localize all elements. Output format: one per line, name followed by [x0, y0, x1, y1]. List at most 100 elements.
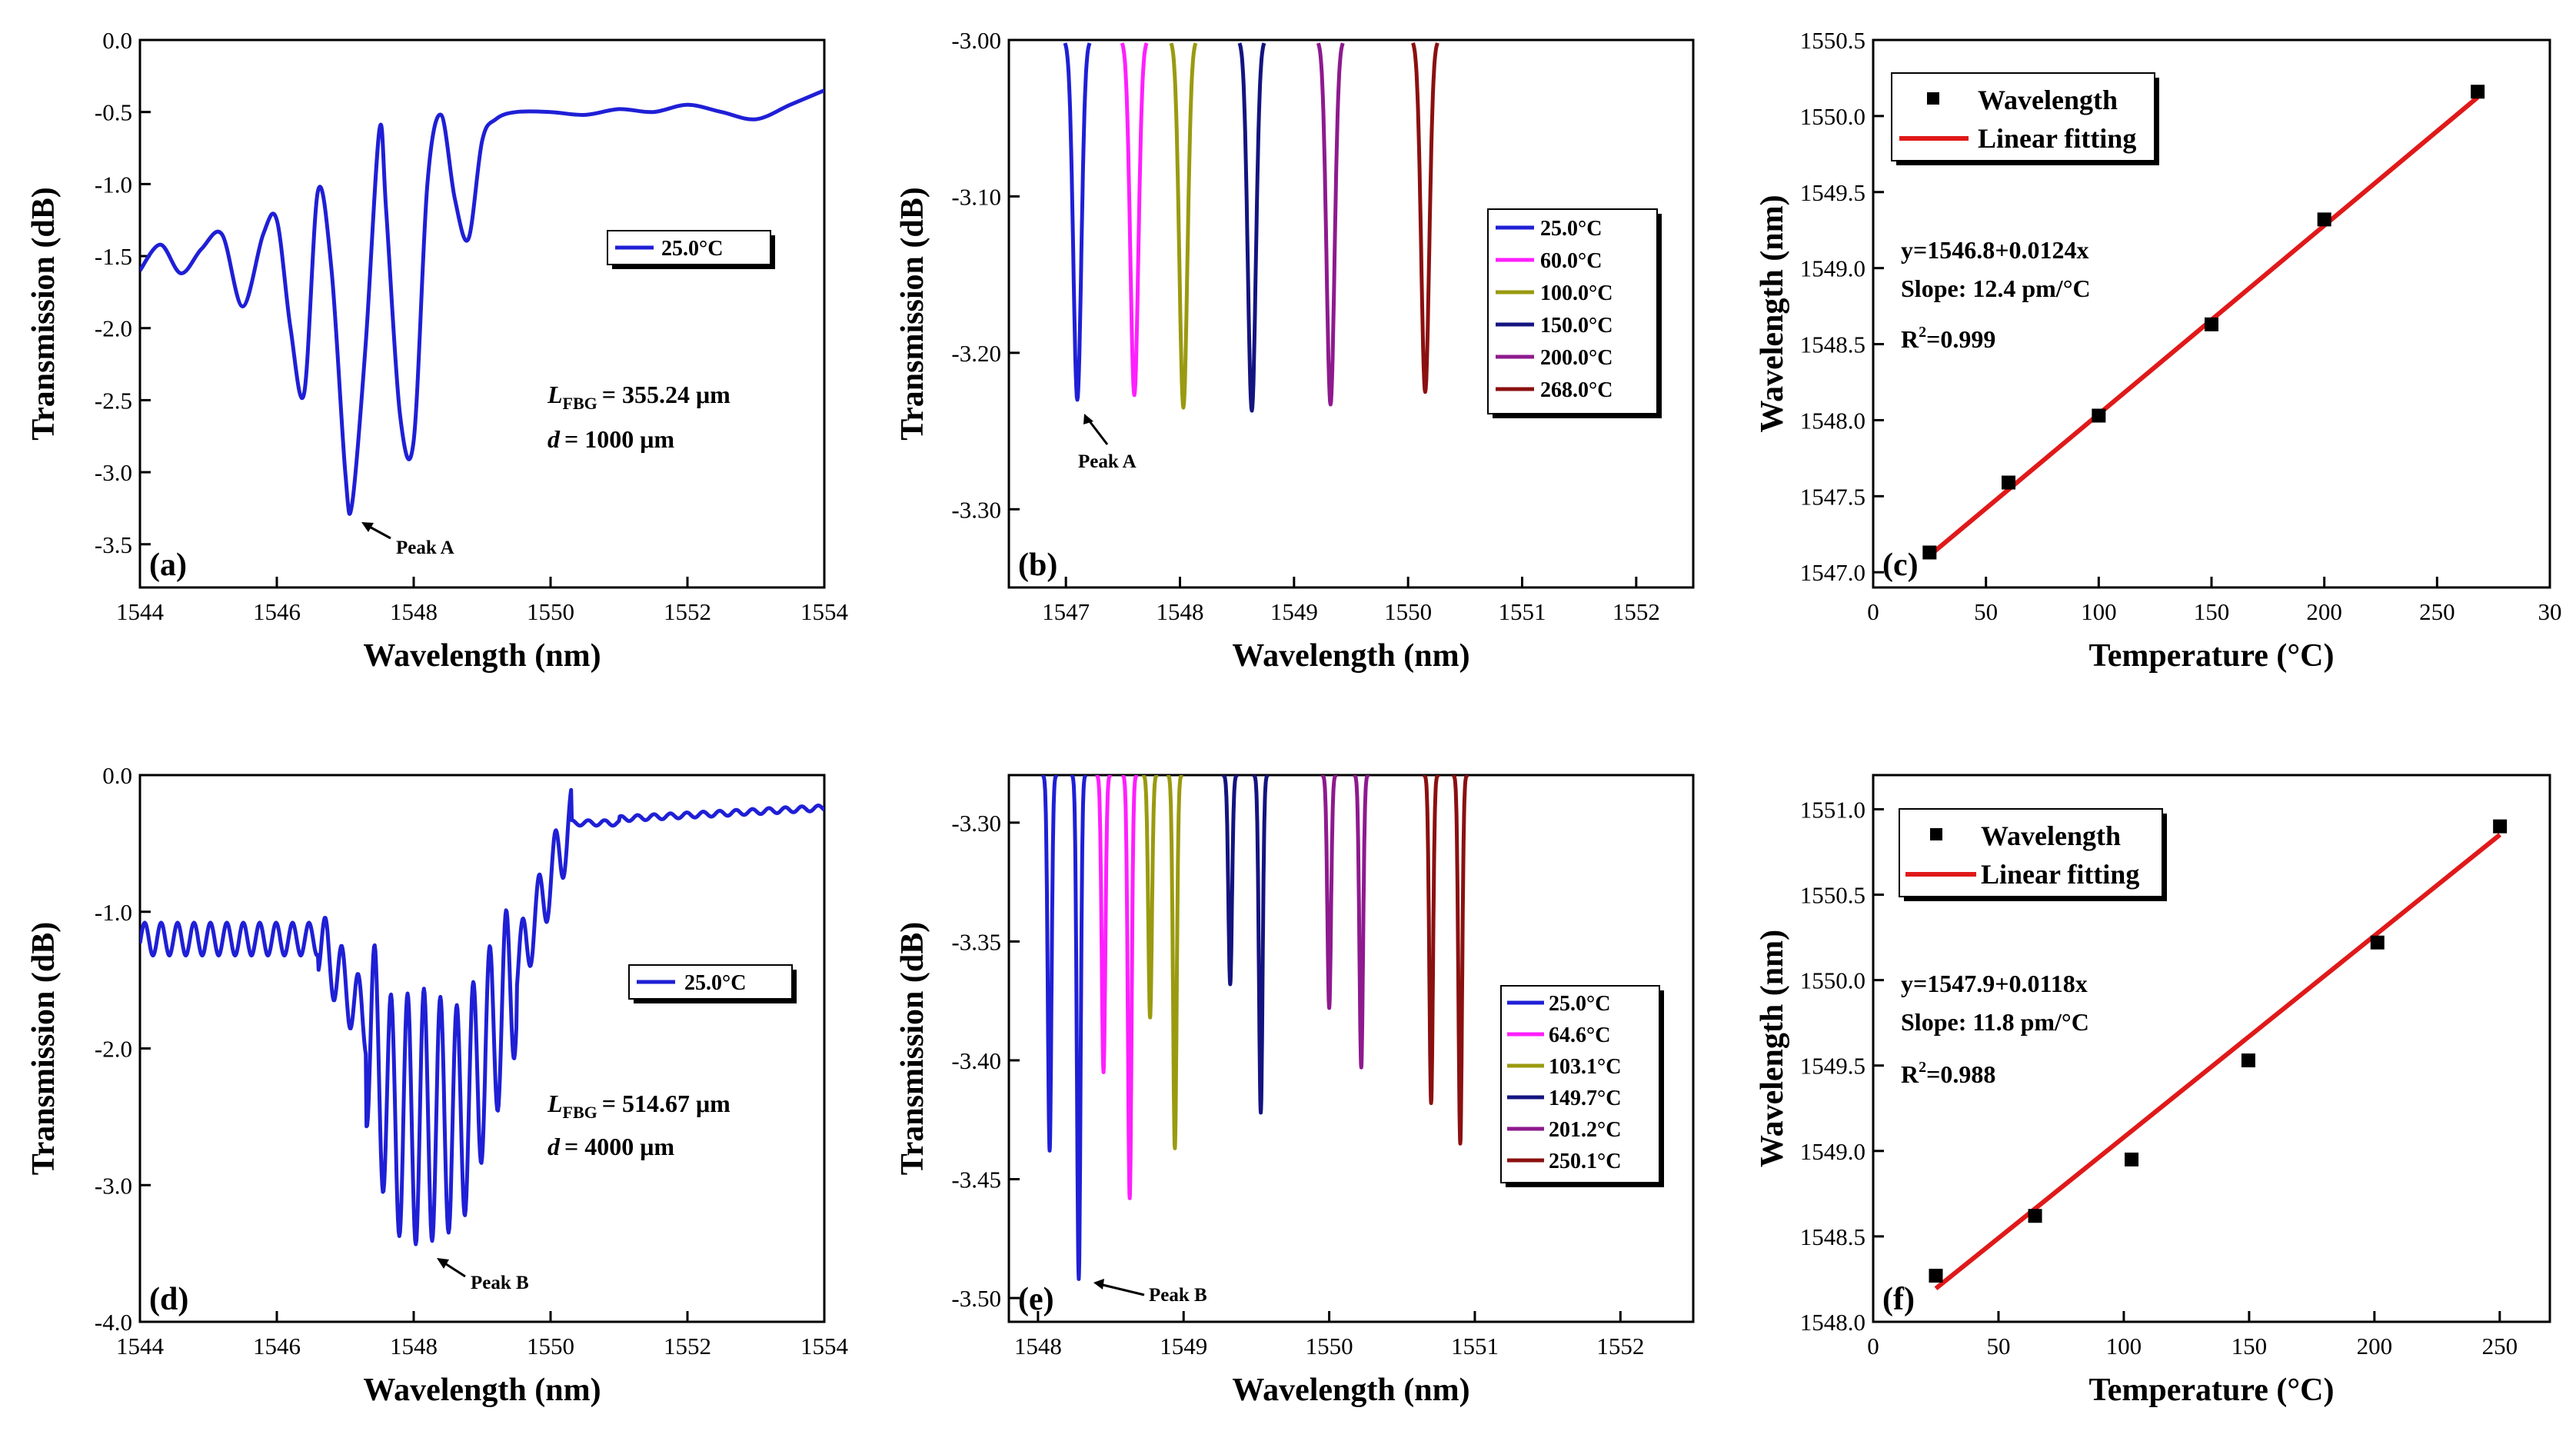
- y-tick-label: -1.0: [95, 899, 132, 926]
- x-tick-label: 1549: [1160, 1333, 1207, 1359]
- y-axis-title: Transmission (dB): [26, 922, 62, 1175]
- legend-entry: 64.6°C: [1549, 1023, 1610, 1047]
- fit-equation: y=1546.8+0.0124x: [1901, 236, 2088, 264]
- x-tick-label: 1552: [664, 1333, 711, 1359]
- lfbg-subscript: FBG: [563, 394, 597, 413]
- d-annotation: d = 1000 μm: [547, 425, 674, 453]
- fit-line: [1934, 833, 2502, 1291]
- x-axis-title: Temperature (°C): [2089, 1373, 2335, 1408]
- series-1-dip-0: [1093, 775, 1113, 1074]
- legend-entry: 103.1°C: [1549, 1055, 1621, 1079]
- y-tick-label: -3.0: [95, 459, 132, 486]
- series-1-dip-1: [1120, 775, 1140, 1200]
- y-tick-label: 1551.0: [1800, 796, 1865, 823]
- y-tick-label: 1549.0: [1800, 255, 1865, 282]
- y-tick-label: 1548.5: [1800, 331, 1865, 358]
- panel-label: (d): [149, 1282, 188, 1317]
- y-tick-label: -3.5: [95, 531, 132, 558]
- x-tick-label: 1550: [527, 1333, 574, 1359]
- legend-entry: 100.0°C: [1540, 281, 1612, 305]
- y-axis-title: Transmission (dB): [895, 922, 930, 1175]
- slope-annotation: Slope: 11.8 pm/°C: [1901, 1008, 2089, 1036]
- y-tick-label: -1.0: [95, 171, 132, 198]
- series-0-dip-1: [1069, 775, 1089, 1281]
- series-5-dip-0: [1421, 775, 1441, 1106]
- series-25c-line: [140, 787, 824, 1246]
- panel-label: (c): [1882, 547, 1919, 583]
- y-tick-label: -3.30: [951, 496, 1001, 523]
- peak-b-arrowhead: [437, 1258, 449, 1269]
- legend-box: [1899, 808, 2163, 897]
- x-tick-label: 1549: [1270, 598, 1318, 625]
- panel-f: 0 50 100 150 200 250 1548.0 1548.5 1549.0 1549.5 1…: [1755, 774, 2551, 1408]
- panel-c: 0 50 100 150 200 250 30 1547.0 1547.5 1548.0 1548.…: [1755, 27, 2562, 674]
- legend-entry-fit: Linear fitting: [1981, 859, 2139, 890]
- peak-a-label: Peak A: [1078, 451, 1137, 472]
- series-4-dip-0: [1319, 775, 1340, 1010]
- panel-b: 1547 1548 1549 1550 1551 1552 -3.00 -3.10 -3.20 -…: [895, 27, 1695, 674]
- y-tick-label: 1548.5: [1800, 1223, 1865, 1250]
- lfbg-value: = 355.24 μm: [602, 381, 731, 408]
- y-tick-label: -3.20: [951, 340, 1001, 367]
- panel-d: 1544 1546 1548 1550 1552 1554 0.0 -1.0 -2.0 -3.0 -…: [26, 762, 849, 1408]
- r2-value: =0.988: [1926, 1060, 1995, 1088]
- legend-box: [1487, 208, 1658, 414]
- d-annotation: d = 4000 μm: [547, 1133, 674, 1160]
- y-tick-label: 0.0: [102, 762, 132, 789]
- y-tick-label: 1549.5: [1800, 1053, 1865, 1080]
- panel-label: (a): [149, 547, 187, 583]
- series-2-dip-0: [1140, 775, 1160, 1020]
- x-tick-label: 1552: [1596, 1333, 1644, 1359]
- lfbg-symbol: L: [547, 1090, 563, 1117]
- r-symbol: R: [1901, 325, 1919, 353]
- x-tick-label: 1550: [527, 598, 574, 625]
- y-tick-label: 1549.0: [1800, 1138, 1865, 1165]
- y-tick-label: 1550.5: [1800, 27, 1865, 54]
- x-tick-label: 200: [2357, 1333, 2393, 1359]
- x-tick-label: 1550: [1306, 1333, 1353, 1359]
- y-tick-label: -3.10: [951, 183, 1001, 210]
- plot-frame: [1007, 774, 1695, 1323]
- x-tick-label: 1551: [1499, 598, 1546, 625]
- legend-entry: 25.0°C: [684, 971, 746, 995]
- peak-a-label: Peak A: [396, 537, 454, 558]
- x-tick-label: 150: [2194, 598, 2230, 625]
- plot-frame: [138, 38, 826, 589]
- x-tick-label: 1548: [390, 598, 438, 625]
- data-point: [2317, 212, 2331, 227]
- y-tick-label: -3.00: [951, 27, 1001, 54]
- peak-b-arrow: [1099, 1283, 1145, 1296]
- y-axis-title: Transmission (dB): [895, 187, 930, 440]
- lfbg-value: = 514.67 μm: [602, 1090, 731, 1117]
- r-symbol: R: [1901, 1060, 1919, 1088]
- plot-frame: [138, 774, 826, 1323]
- series-5-dip-1: [1450, 775, 1470, 1146]
- y-axis-title: Wavelength (nm): [1755, 195, 1790, 432]
- x-tick-label: 50: [1986, 1333, 2010, 1359]
- series-0-dip-0: [1040, 775, 1060, 1153]
- x-tick-label: 250: [2419, 598, 2455, 625]
- x-tick-label: 50: [1974, 598, 1998, 625]
- panel-a: 1544 1546 1548 1550 1552 1554 0.0 -0.5 -1.0 -1.5 -…: [26, 27, 849, 674]
- data-point: [2205, 317, 2218, 331]
- data-point: [2125, 1152, 2139, 1166]
- legend-entry: 25.0°C: [1549, 992, 1610, 1016]
- x-axis-title: Temperature (°C): [2089, 638, 2335, 674]
- x-tick-label: 100: [2106, 1333, 2142, 1359]
- x-tick-label: 1544: [116, 1333, 165, 1359]
- legend-entry: 25.0°C: [661, 237, 723, 261]
- x-tick-label: 250: [2482, 1333, 2518, 1359]
- y-tick-label: -3.0: [95, 1172, 132, 1199]
- x-tick-label: 0: [1867, 1333, 1879, 1359]
- x-axis-title: Wavelength (nm): [363, 638, 601, 674]
- y-tick-label: -4.0: [95, 1309, 132, 1336]
- legend-entry: 25.0°C: [1540, 217, 1602, 241]
- x-tick-label: 30: [2538, 598, 2562, 625]
- x-tick-label: 200: [2306, 598, 2342, 625]
- lfbg-subscript: FBG: [563, 1103, 597, 1122]
- x-tick-label: 1554: [800, 598, 849, 625]
- legend-entry: 150.0°C: [1540, 314, 1612, 338]
- x-tick-label: 1552: [1612, 598, 1660, 625]
- data-point: [2471, 85, 2485, 99]
